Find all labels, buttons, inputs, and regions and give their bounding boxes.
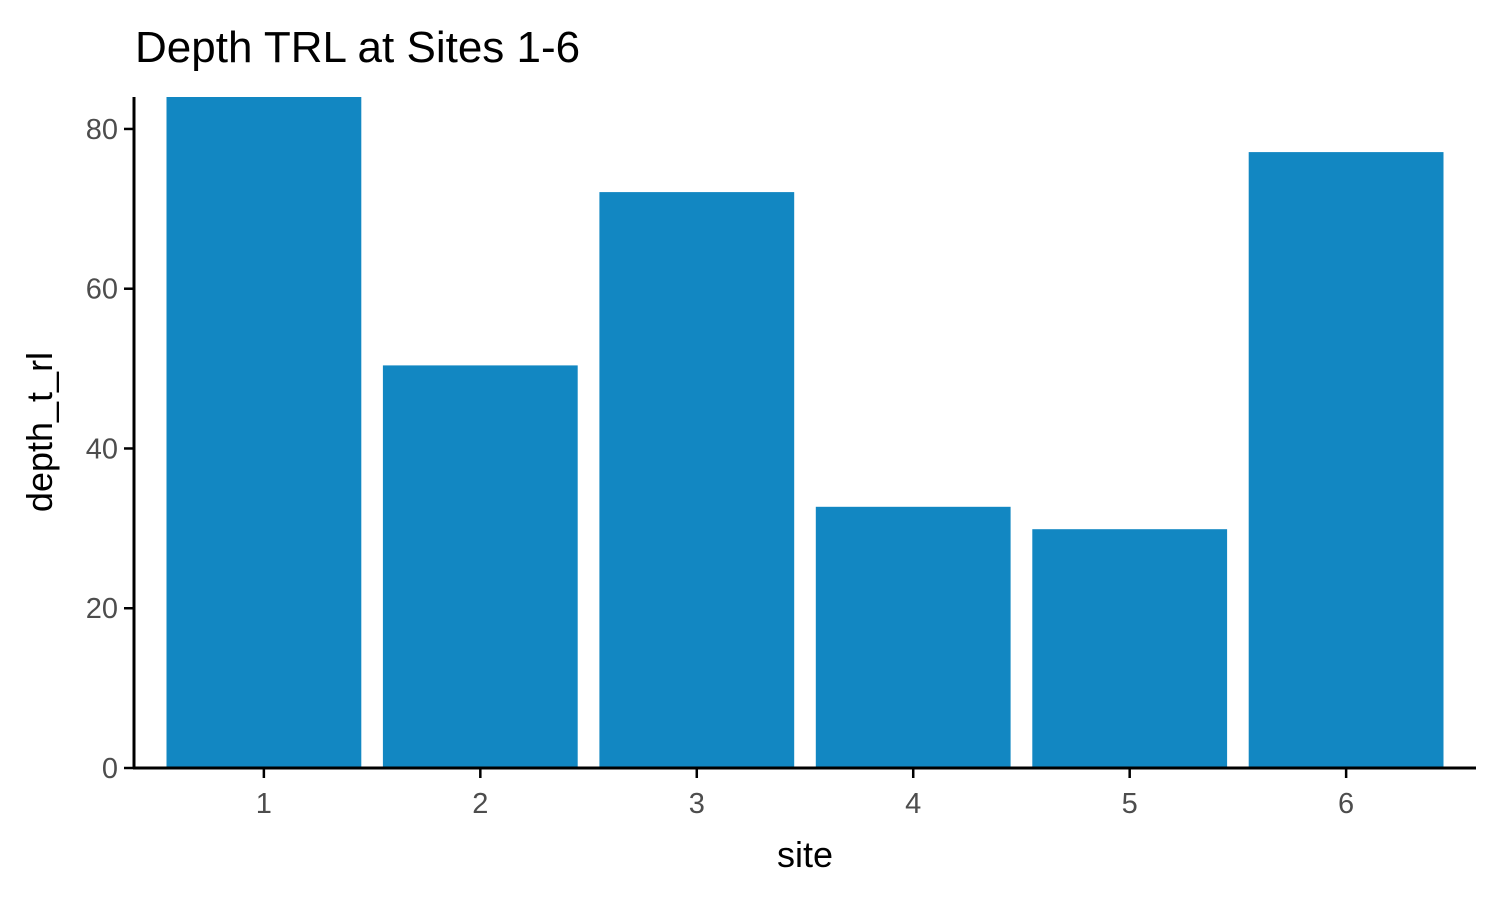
bar-site-4 [815,506,1011,768]
y-tick-label: 40 [86,433,118,465]
x-tick-label: 6 [1338,788,1354,820]
x-tick-label: 3 [689,788,705,820]
y-tick-label: 60 [86,274,118,306]
bar-site-6 [1248,152,1444,769]
y-tick-label: 0 [102,753,118,785]
x-tick-label: 1 [256,788,272,820]
bar-site-1 [166,97,362,768]
y-tick-label: 80 [86,114,118,146]
bar-site-3 [599,192,795,769]
bar-site-2 [382,365,578,768]
x-axis-ticks: 1 2 3 4 5 6 [256,768,1354,820]
x-tick-label: 4 [905,788,921,820]
bars-layer [166,97,1444,769]
x-axis-label: site [777,834,833,875]
y-tick-label: 20 [86,593,118,625]
chart-title: Depth TRL at Sites 1-6 [135,23,580,72]
y-axis-label: depth_t_rl [19,352,60,512]
y-axis-ticks: 0 20 40 60 80 [86,114,134,785]
x-tick-label: 5 [1122,788,1138,820]
x-tick-label: 2 [472,788,488,820]
bar-site-5 [1032,529,1228,768]
